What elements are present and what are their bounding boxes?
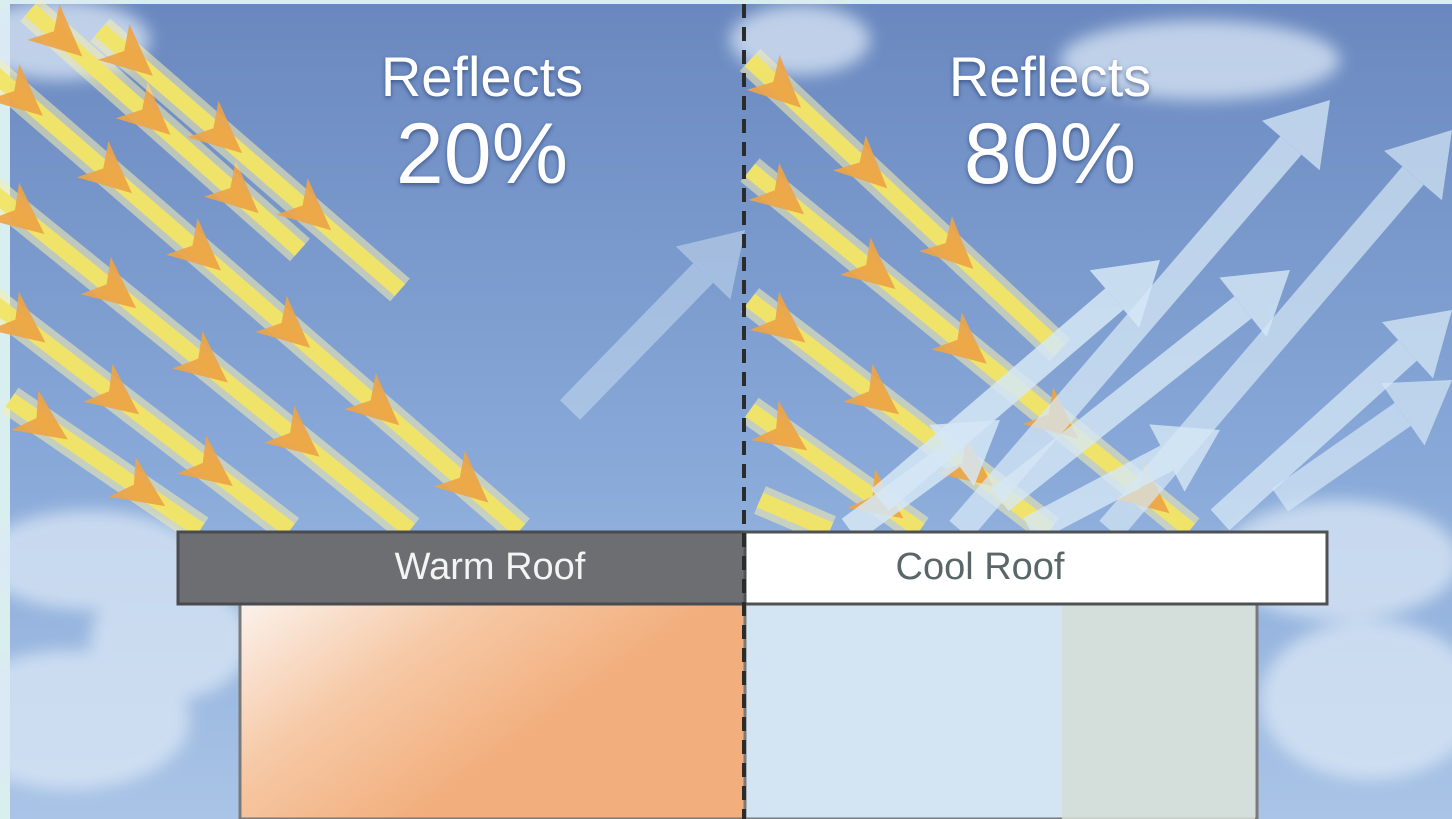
warm-sunlight-arrow-5 bbox=[1, 387, 209, 543]
cool-reflected-arrow-7 bbox=[1023, 424, 1220, 543]
sunlight-arrow-head bbox=[276, 178, 332, 231]
sunlight-arrow-head bbox=[840, 237, 896, 290]
cool-reflectance-label: Reflects 80% bbox=[880, 45, 1220, 202]
reflected-arrow-head bbox=[1384, 130, 1452, 201]
cool-reflected-arrow-5 bbox=[1210, 310, 1452, 531]
reflected-arrow-head bbox=[1382, 310, 1452, 379]
sunlight-arrow-head bbox=[76, 141, 132, 194]
warm-roof-label: Warm Roof bbox=[394, 546, 586, 588]
warm-building-interior bbox=[238, 601, 747, 819]
cool-building-shade bbox=[1062, 605, 1255, 819]
sunlight-arrow-head bbox=[843, 363, 900, 415]
sunlight-arrow-head bbox=[264, 405, 320, 457]
sunlight-arrow-head bbox=[203, 160, 259, 214]
sunlight-arrow-head bbox=[27, 4, 83, 57]
sunlight-arrow-head bbox=[749, 291, 806, 343]
sunlight-arrow-head bbox=[746, 54, 802, 108]
sunlight-arrow-head bbox=[83, 363, 140, 415]
sunlight-arrow-head bbox=[172, 331, 228, 383]
warm-sunlight-arrow-6 bbox=[90, 18, 410, 302]
cool-sunlight-arrow-1 bbox=[739, 49, 1071, 361]
reflected-light-arrows-warm bbox=[559, 230, 745, 420]
sunlight-arrow-head bbox=[97, 23, 153, 76]
reflected-arrow-head bbox=[1381, 380, 1452, 446]
sunlight-arrow-head bbox=[0, 182, 45, 235]
warm-percent-text: 20% bbox=[395, 106, 569, 202]
warm-reflected-arrow-1 bbox=[559, 230, 745, 420]
warm-sunlight-arrow-2 bbox=[0, 58, 530, 542]
sunlight-arrow-head bbox=[108, 456, 166, 507]
sunlight-arrow-head bbox=[750, 400, 808, 451]
warm-sunlight-arrow-1 bbox=[20, 0, 310, 262]
sunlight-arrow-head bbox=[255, 295, 311, 348]
sunlight-arrow-head bbox=[11, 390, 68, 440]
cool-reflected-arrow-1 bbox=[949, 100, 1330, 540]
incoming-sunlight-arrows-warm bbox=[0, 0, 530, 543]
sunlight-arrow-head bbox=[0, 291, 46, 343]
cool-reflected-arrow-4 bbox=[991, 270, 1290, 511]
sunlight-arrow-head bbox=[0, 63, 43, 116]
reflected-arrow-head bbox=[1089, 260, 1160, 328]
sunlight-arrow-head bbox=[433, 450, 489, 503]
reflected-arrow-head bbox=[1219, 270, 1290, 338]
cool-reflected-arrow-6 bbox=[841, 420, 1000, 542]
cool-roof-label: Cool Roof bbox=[895, 546, 1065, 588]
cool-roof bbox=[743, 530, 1329, 606]
sunlight-arrow-head bbox=[748, 162, 805, 215]
reflected-arrow-head bbox=[1262, 100, 1330, 171]
cool-sunlight-arrow-5 bbox=[754, 486, 836, 544]
sunlight-arrow-head bbox=[166, 218, 222, 271]
reflected-arrow-head bbox=[675, 230, 745, 300]
reflected-light-arrows-cool bbox=[841, 100, 1452, 543]
sunlight-arrow-head bbox=[344, 373, 400, 426]
cool-reflected-arrow-8 bbox=[1271, 380, 1452, 512]
sunlight-arrow-head bbox=[80, 256, 137, 309]
cool-reflects-text: Reflects bbox=[948, 45, 1152, 108]
sunlight-arrow-head bbox=[115, 82, 171, 135]
warm-reflectance-label: Reflects 20% bbox=[312, 45, 652, 202]
reflected-arrow-head bbox=[929, 420, 1000, 487]
sunlight-arrow-head bbox=[931, 312, 987, 364]
cool-percent-text: 80% bbox=[963, 106, 1137, 202]
warm-reflects-text: Reflects bbox=[380, 45, 584, 108]
warm-sunlight-arrow-4 bbox=[0, 288, 300, 542]
reflected-arrow-head bbox=[1149, 424, 1220, 492]
sunlight-arrow-head bbox=[919, 215, 974, 270]
sunlight-arrow-head bbox=[176, 435, 233, 487]
warm-sunlight-arrow-3 bbox=[0, 178, 420, 542]
sunlight-arrow-head bbox=[832, 135, 888, 189]
sunlight-arrow-head bbox=[187, 100, 243, 154]
warm-roof bbox=[176, 530, 747, 606]
